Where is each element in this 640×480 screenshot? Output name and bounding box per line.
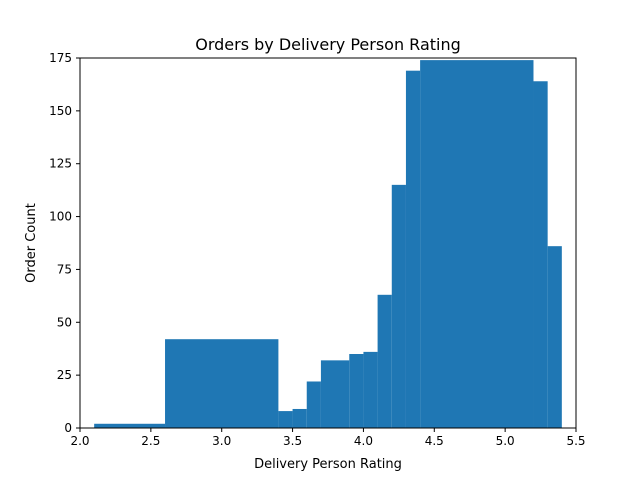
bar-13 [547,246,562,428]
x-tick-label: 3.5 [283,434,302,448]
bars-layer [94,60,562,428]
bar-7 [363,351,378,428]
x-axis-label: Delivery Person Rating [254,457,402,472]
bar-0 [94,423,166,428]
bar-2 [278,411,293,428]
bar-3 [292,408,307,428]
y-tick-label: 175 [49,51,72,65]
bar-6 [349,354,364,428]
y-tick-label: 75 [57,262,72,276]
x-tick-label: 3.0 [212,434,231,448]
bar-4 [306,381,321,428]
y-tick-label: 50 [57,315,72,329]
y-axis-ticks: 0 25 50 75 100 125 150 175 [49,51,80,435]
bar-10 [405,70,421,428]
x-tick-label: 5.0 [496,434,515,448]
x-tick-label: 4.5 [425,434,444,448]
y-tick-label: 0 [64,421,72,435]
y-tick-label: 125 [49,157,72,171]
x-tick-label: 2.0 [70,434,89,448]
x-tick-label: 4.0 [354,434,373,448]
bar-8 [377,294,392,428]
y-tick-label: 100 [49,210,72,224]
chart-title: Orders by Delivery Person Rating [195,35,461,54]
x-tick-label: 5.5 [566,434,585,448]
bar-12 [533,81,548,428]
y-tick-label: 25 [57,368,72,382]
y-tick-label: 150 [49,104,72,118]
plot-frame [79,57,577,429]
bar-5 [320,360,350,428]
bar-9 [391,184,406,428]
y-axis-label: Order Count [24,203,39,283]
x-axis-ticks: 2.0 2.5 3.0 3.5 4.0 4.5 5.0 5.5 [70,428,586,448]
bar-1 [165,339,279,428]
x-tick-label: 2.5 [141,434,160,448]
bar-11 [420,60,534,428]
